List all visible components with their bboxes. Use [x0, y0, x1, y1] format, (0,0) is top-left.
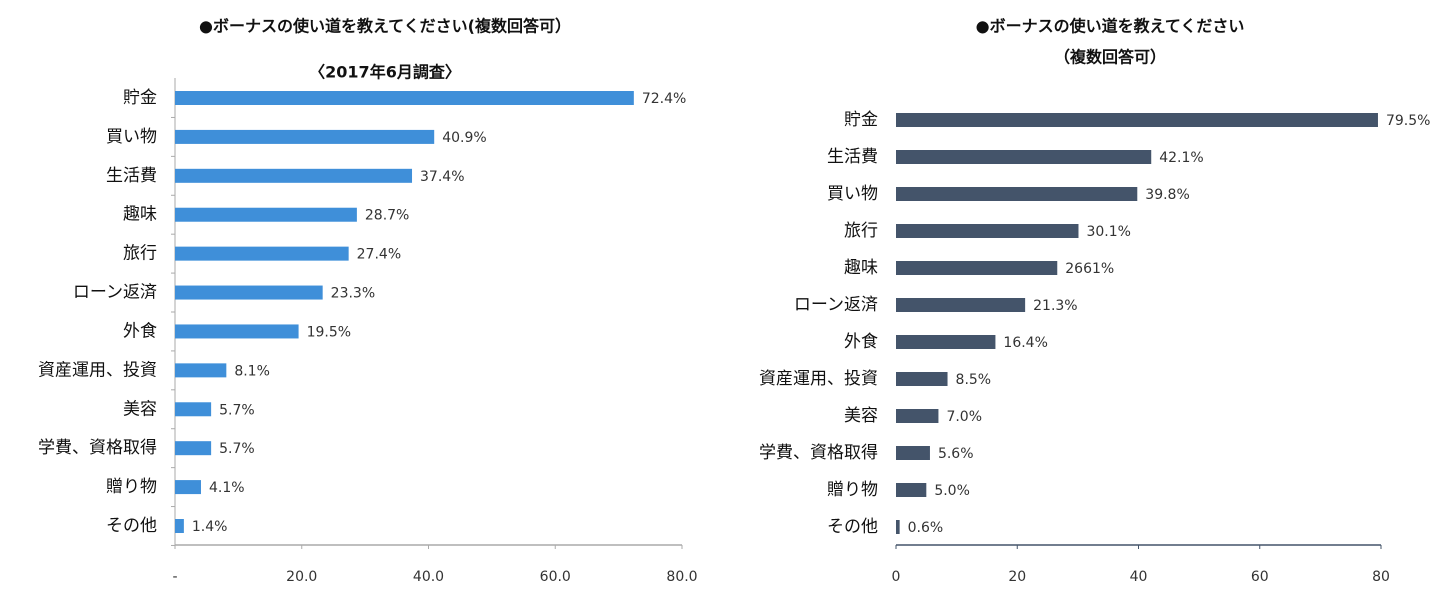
bar — [175, 363, 227, 378]
value-label: 72.4% — [642, 91, 686, 107]
bar — [896, 150, 1152, 164]
bar — [175, 402, 212, 417]
bar — [896, 520, 900, 534]
bar — [896, 409, 939, 423]
category-label: 外食 — [844, 332, 878, 352]
x-tick-label: 80 — [1372, 569, 1390, 585]
bar — [896, 446, 930, 460]
chart-subtitle: （複数回答可） — [1054, 48, 1166, 67]
x-tick-label: 80.0 — [666, 569, 697, 585]
value-label: 19.5% — [307, 324, 351, 340]
category-label: ローン返済 — [794, 295, 878, 315]
value-label: 5.7% — [219, 402, 255, 418]
category-label: 趣味 — [844, 258, 878, 278]
bar — [175, 168, 413, 183]
x-tick-label: 20 — [1008, 569, 1026, 585]
category-label: 資産運用、投資 — [759, 369, 878, 389]
category-label: 買い物 — [106, 127, 157, 147]
category-label: その他 — [827, 517, 878, 537]
value-label: 8.5% — [956, 372, 992, 388]
bar — [175, 324, 299, 339]
bar — [175, 129, 435, 144]
x-tick-label: 40.0 — [413, 569, 444, 585]
value-label: 39.8% — [1145, 187, 1189, 203]
category-label: 趣味 — [123, 205, 157, 225]
value-label: 23.3% — [331, 286, 375, 302]
x-tick-label: 60.0 — [540, 569, 571, 585]
value-label: 2661% — [1065, 261, 1114, 277]
value-label: 21.3% — [1033, 298, 1077, 314]
chart-subtitle: 〈2017年6月調査〉 — [309, 63, 461, 82]
bar — [175, 285, 323, 300]
category-label: 贈り物 — [827, 480, 878, 500]
x-tick-label: 20.0 — [286, 569, 317, 585]
category-label: 旅行 — [844, 221, 878, 241]
chart-title: ●ボーナスの使い道を教えてください — [976, 17, 1245, 36]
value-label: 40.9% — [442, 130, 486, 146]
bar — [175, 246, 349, 261]
category-label: 贈り物 — [106, 477, 157, 497]
category-label: 美容 — [844, 406, 878, 426]
category-label: 学費、資格取得 — [38, 438, 157, 458]
bar — [896, 335, 996, 349]
category-label: 外食 — [123, 321, 157, 341]
category-label: 生活費 — [827, 147, 878, 167]
value-label: 27.4% — [357, 247, 401, 263]
value-label: 1.4% — [192, 519, 228, 535]
x-tick-label: - — [172, 569, 177, 585]
x-tick-label: 40 — [1130, 569, 1148, 585]
value-label: 30.1% — [1086, 224, 1130, 240]
value-label: 28.7% — [365, 208, 409, 224]
category-label: ローン返済 — [73, 283, 157, 303]
bar — [175, 480, 201, 495]
bar — [896, 224, 1079, 238]
bar — [896, 372, 948, 386]
bar — [896, 483, 927, 497]
category-label: 買い物 — [827, 184, 878, 204]
value-label: 5.6% — [938, 446, 974, 462]
category-label: 資産運用、投資 — [38, 360, 157, 380]
bar — [896, 113, 1378, 127]
value-label: 5.0% — [934, 483, 970, 499]
bar — [175, 519, 184, 533]
value-label: 16.4% — [1003, 335, 1047, 351]
value-label: 7.0% — [946, 409, 982, 425]
bar — [896, 261, 1058, 275]
value-label: 4.1% — [209, 480, 245, 496]
category-label: 旅行 — [123, 244, 157, 264]
x-tick-label: 0 — [892, 569, 901, 585]
category-label: 美容 — [123, 399, 157, 419]
value-label: 79.5% — [1386, 113, 1430, 129]
value-label: 5.7% — [219, 441, 255, 457]
value-label: 8.1% — [234, 363, 270, 379]
bar — [175, 441, 212, 456]
bar — [175, 207, 357, 222]
value-label: 37.4% — [420, 169, 464, 185]
bar — [175, 91, 634, 105]
bar — [896, 298, 1026, 312]
category-label: 貯金 — [844, 110, 878, 130]
category-label: 貯金 — [123, 88, 157, 108]
chart-title: ●ボーナスの使い道を教えてください(複数回答可） — [199, 17, 571, 36]
bar — [896, 187, 1138, 201]
category-label: 学費、資格取得 — [759, 443, 878, 463]
category-label: 生活費 — [106, 166, 157, 186]
category-label: その他 — [106, 516, 157, 536]
x-tick-label: 60 — [1251, 569, 1269, 585]
value-label: 0.6% — [908, 520, 944, 536]
value-label: 42.1% — [1159, 150, 1203, 166]
